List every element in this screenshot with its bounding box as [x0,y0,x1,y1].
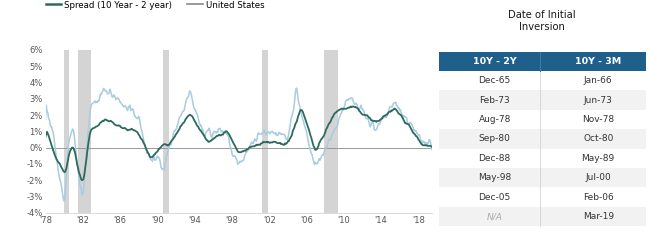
Bar [64,50,69,213]
FancyBboxPatch shape [439,168,645,187]
Text: Date of Initial
Inversion: Date of Initial Inversion [508,10,576,32]
Legend: Spread (10 Year - 3 Month), Spread (10 Year - 2 year), Recession Periods, United: Spread (10 Year - 3 Month), Spread (10 Y… [42,0,287,13]
FancyBboxPatch shape [439,207,645,226]
Text: 10Y - 3M: 10Y - 3M [575,57,621,66]
Text: Jan-66: Jan-66 [584,76,612,85]
Text: N/A: N/A [487,212,502,221]
Bar [262,50,268,213]
FancyBboxPatch shape [439,129,645,149]
FancyBboxPatch shape [439,149,645,168]
Text: Dec-65: Dec-65 [478,76,511,85]
Text: Sep-80: Sep-80 [478,134,510,143]
Text: Feb-73: Feb-73 [479,96,510,105]
Text: Aug-78: Aug-78 [478,115,511,124]
Bar [163,50,168,213]
Text: Oct-80: Oct-80 [583,134,614,143]
FancyBboxPatch shape [439,90,645,110]
Text: Mar-19: Mar-19 [582,212,614,221]
Text: Nov-78: Nov-78 [582,115,614,124]
Text: 10Y - 2Y: 10Y - 2Y [473,57,517,66]
FancyBboxPatch shape [439,71,645,90]
Text: Dec-88: Dec-88 [478,154,511,163]
Text: Jun-73: Jun-73 [584,96,613,105]
Text: Dec-05: Dec-05 [478,193,511,202]
Text: Feb-06: Feb-06 [583,193,614,202]
FancyBboxPatch shape [439,187,645,207]
FancyBboxPatch shape [439,52,645,71]
Bar [324,50,338,213]
Bar [78,50,91,213]
FancyBboxPatch shape [439,110,645,129]
Text: May-98: May-98 [478,173,512,182]
Text: Jul-00: Jul-00 [586,173,611,182]
Text: May-89: May-89 [582,154,615,163]
